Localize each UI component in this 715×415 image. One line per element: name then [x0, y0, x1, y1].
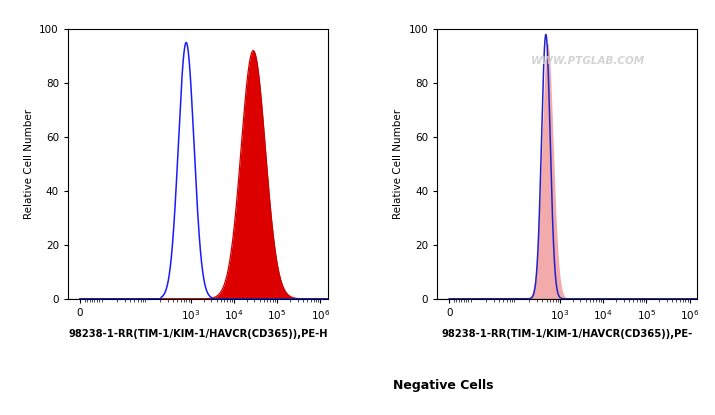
Text: WWW.PTGLAB.COM: WWW.PTGLAB.COM	[531, 56, 645, 66]
Text: Negative Cells: Negative Cells	[393, 379, 493, 393]
Y-axis label: Relative Cell Number: Relative Cell Number	[24, 109, 34, 219]
Y-axis label: Relative Cell Number: Relative Cell Number	[393, 109, 403, 219]
X-axis label: 98238-1-RR(TIM-1/KIM-1/HAVCR(CD365)),PE-: 98238-1-RR(TIM-1/KIM-1/HAVCR(CD365)),PE-	[441, 329, 693, 339]
X-axis label: 98238-1-RR(TIM-1/KIM-1/HAVCR(CD365)),PE-H: 98238-1-RR(TIM-1/KIM-1/HAVCR(CD365)),PE-…	[68, 329, 327, 339]
